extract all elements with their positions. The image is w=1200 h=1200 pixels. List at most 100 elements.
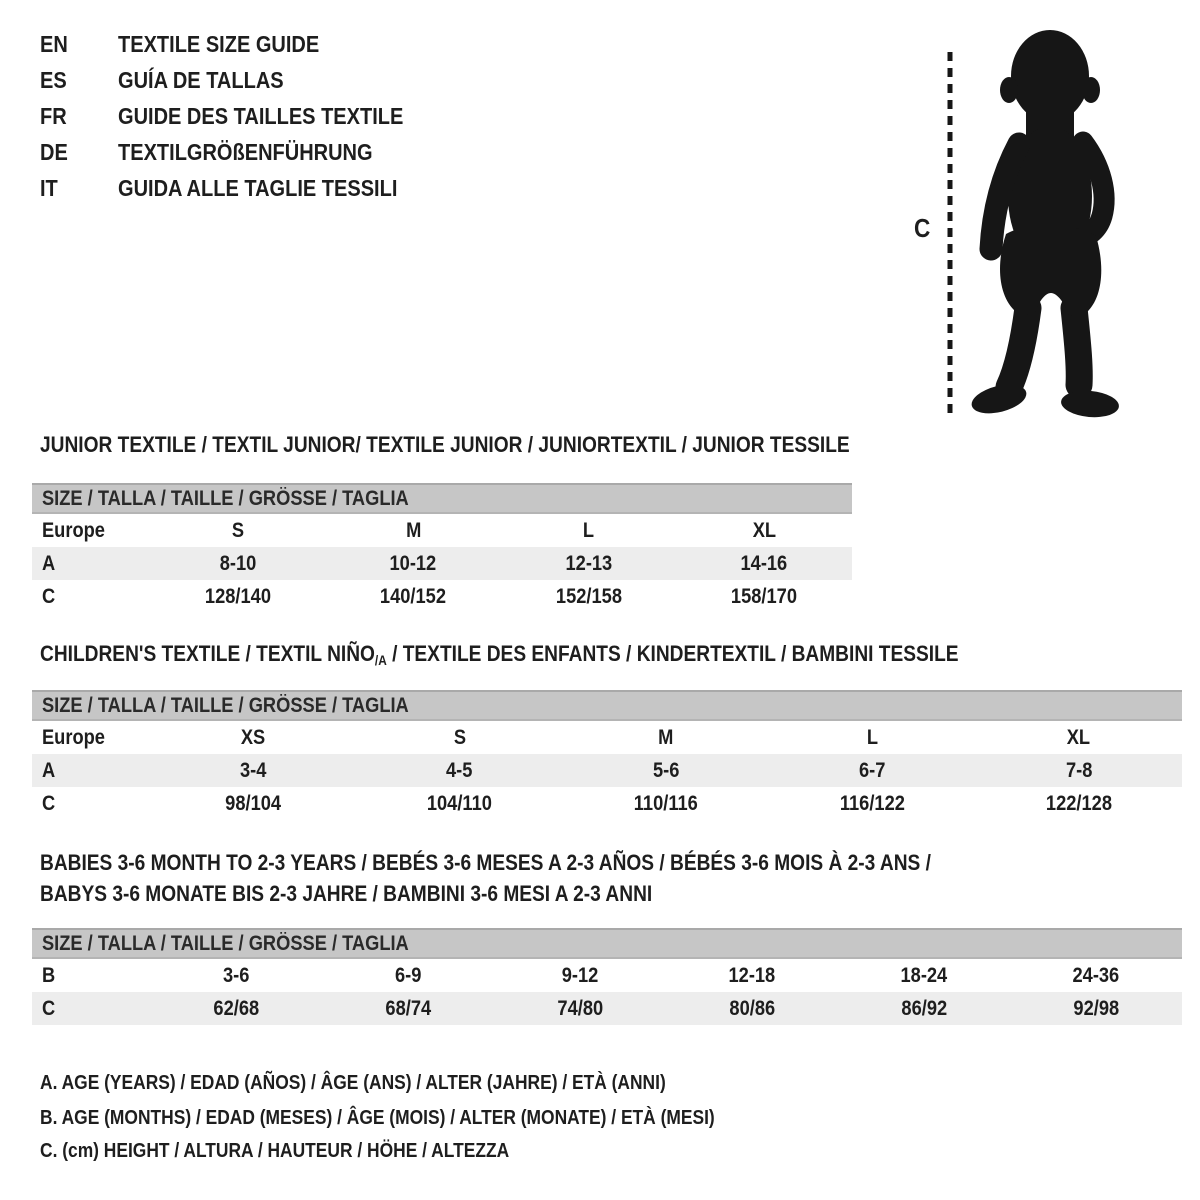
cell: 14-16 [740, 551, 788, 575]
footnote-b-text: B. AGE (MONTHS) / EDAD (MESES) / ÂGE (MO… [40, 1107, 715, 1129]
cell: 6-9 [394, 963, 422, 987]
size-header-text: SIZE / TALLA / TAILLE / GRÖSSE / TAGLIA [42, 486, 409, 510]
cell: 140/152 [380, 584, 447, 608]
cell: 104/110 [427, 791, 493, 815]
language-label: GUÍA DE TALLAS [118, 66, 284, 93]
footnote-age-years: A. AGE (YEARS) / EDAD (AÑOS) / ÂGE (ANS)… [40, 1072, 759, 1095]
cell: S [231, 518, 244, 542]
table-row-height: C 62/68 68/74 74/80 80/86 86/92 92/98 [32, 992, 1182, 1025]
cell: M [405, 518, 421, 542]
junior-table-size-header: SIZE / TALLA / TAILLE / GRÖSSE / TAGLIA [32, 483, 852, 514]
children-section-title-text: CHILDREN'S TEXTILE / TEXTIL NIÑO/A / TEX… [40, 641, 959, 674]
cell: 4-5 [446, 758, 473, 782]
babies-size-table: SIZE / TALLA / TAILLE / GRÖSSE / TAGLIA … [32, 928, 1182, 1025]
cell: 68/74 [385, 996, 431, 1020]
cell: 152/158 [555, 584, 622, 608]
language-row-de: DE TEXTILGRÖßENFÜHRUNG [40, 134, 446, 170]
babies-title-line1-text: BABIES 3-6 MONTH TO 2-3 YEARS / BEBÉS 3-… [40, 850, 931, 875]
cell: 92/98 [1073, 996, 1119, 1020]
table-row-europe: Europe S M L XL [32, 514, 852, 547]
row-label: A [42, 758, 56, 782]
footnote-age-months: B. AGE (MONTHS) / EDAD (MESES) / ÂGE (MO… [40, 1107, 816, 1130]
cell: 110/116 [634, 791, 699, 815]
cell: 9-12 [561, 963, 599, 987]
language-label: TEXTILGRÖßENFÜHRUNG [118, 138, 373, 165]
table-row-height: C 128/140 140/152 152/158 158/170 [32, 580, 852, 613]
language-code: EN [40, 30, 68, 57]
size-header-text: SIZE / TALLA / TAILLE / GRÖSSE / TAGLIA [42, 931, 409, 955]
language-row-fr: FR GUIDE DES TAILLES TEXTILE [40, 98, 446, 134]
cell: L [583, 518, 595, 542]
toddler-silhouette-icon [971, 30, 1119, 418]
cell: 7-8 [1065, 758, 1093, 782]
children-title-pre: CHILDREN'S TEXTILE / TEXTIL NIÑO [40, 641, 375, 666]
table-row-age-months: B 3-6 6-9 9-12 12-18 18-24 24-36 [32, 959, 1182, 992]
cell: M [658, 725, 674, 749]
children-title-subscript: /A [374, 652, 387, 668]
cell: 128/140 [204, 584, 271, 608]
cell: XS [241, 725, 266, 749]
cell: 116/122 [839, 791, 905, 815]
language-label: TEXTILE SIZE GUIDE [118, 30, 320, 57]
cell: 80/86 [729, 996, 775, 1020]
footnote-a-text: A. AGE (YEARS) / EDAD (AÑOS) / ÂGE (ANS)… [40, 1072, 666, 1094]
table-row-age: A 3-4 4-5 5-6 6-7 7-8 [32, 754, 1182, 787]
cell: 3-4 [239, 758, 267, 782]
language-row-es: ES GUÍA DE TALLAS [40, 62, 446, 98]
cell: 18-24 [900, 963, 948, 987]
table-row-europe: Europe XS S M L XL [32, 721, 1182, 754]
row-label: Europe [42, 518, 105, 542]
footnote-c-text: C. (cm) HEIGHT / ALTURA / HAUTEUR / HÖHE… [40, 1140, 510, 1162]
table-row-height: C 98/104 104/110 110/116 116/122 122/128 [32, 787, 1182, 820]
size-header-text: SIZE / TALLA / TAILLE / GRÖSSE / TAGLIA [42, 693, 409, 717]
cell: 10-12 [389, 551, 437, 575]
children-title-post: / TEXTILE DES ENFANTS / KINDERTEXTIL / B… [386, 641, 959, 666]
language-row-it: IT GUIDA ALLE TAGLIE TESSILI [40, 170, 446, 206]
cell: 5-6 [652, 758, 680, 782]
row-label: B [42, 963, 56, 987]
footnote-height-cm: C. (cm) HEIGHT / ALTURA / HAUTEUR / HÖHE… [40, 1140, 579, 1163]
babies-table-size-header: SIZE / TALLA / TAILLE / GRÖSSE / TAGLIA [32, 928, 1182, 959]
language-row-en: EN TEXTILE SIZE GUIDE [40, 26, 446, 62]
language-label: GUIDA ALLE TAGLIE TESSILI [118, 174, 398, 201]
babies-section-title-line2: BABYS 3-6 MONATE BIS 2-3 JAHRE / BAMBINI… [40, 881, 744, 907]
cell: 122/128 [1045, 791, 1112, 815]
cell: 12-18 [728, 963, 776, 987]
junior-section-title-text: JUNIOR TEXTILE / TEXTIL JUNIOR/ TEXTILE … [40, 432, 850, 457]
children-table-size-header: SIZE / TALLA / TAILLE / GRÖSSE / TAGLIA [32, 690, 1182, 721]
junior-section-title: JUNIOR TEXTILE / TEXTIL JUNIOR/ TEXTILE … [40, 432, 971, 458]
table-row-age: A 8-10 10-12 12-13 14-16 [32, 547, 852, 580]
language-code: ES [40, 66, 67, 93]
cell: XL [1067, 725, 1091, 749]
babies-section-title-line1: BABIES 3-6 MONTH TO 2-3 YEARS / BEBÉS 3-… [40, 850, 1064, 876]
row-label: C [42, 996, 56, 1020]
cell: 74/80 [557, 996, 603, 1020]
cell: 24-36 [1072, 963, 1120, 987]
cell: 158/170 [731, 584, 798, 608]
cell: 62/68 [213, 996, 259, 1020]
language-title-block: EN TEXTILE SIZE GUIDE ES GUÍA DE TALLAS … [40, 26, 446, 206]
cell: 98/104 [225, 791, 282, 815]
cell: XL [752, 518, 776, 542]
cell: 86/92 [901, 996, 947, 1020]
cell: S [453, 725, 466, 749]
row-label: C [42, 791, 56, 815]
children-size-table: SIZE / TALLA / TAILLE / GRÖSSE / TAGLIA … [32, 690, 1182, 820]
cell: 8-10 [219, 551, 257, 575]
cell: 12-13 [565, 551, 613, 575]
cell: 6-7 [859, 758, 886, 782]
cell: 3-6 [222, 963, 250, 987]
language-label: GUIDE DES TAILLES TEXTILE [118, 102, 404, 129]
language-code: FR [40, 102, 67, 129]
height-measure-dashed-line [947, 52, 953, 420]
row-label: Europe [42, 725, 105, 749]
children-section-title: CHILDREN'S TEXTILE / TEXTIL NIÑO/A / TEX… [40, 641, 1096, 674]
language-code: DE [40, 138, 68, 165]
row-label: A [42, 551, 56, 575]
row-label: C [42, 584, 56, 608]
language-code: IT [40, 174, 58, 201]
height-measure-label: C [914, 213, 931, 243]
cell: L [866, 725, 878, 749]
junior-size-table: SIZE / TALLA / TAILLE / GRÖSSE / TAGLIA … [32, 483, 852, 613]
